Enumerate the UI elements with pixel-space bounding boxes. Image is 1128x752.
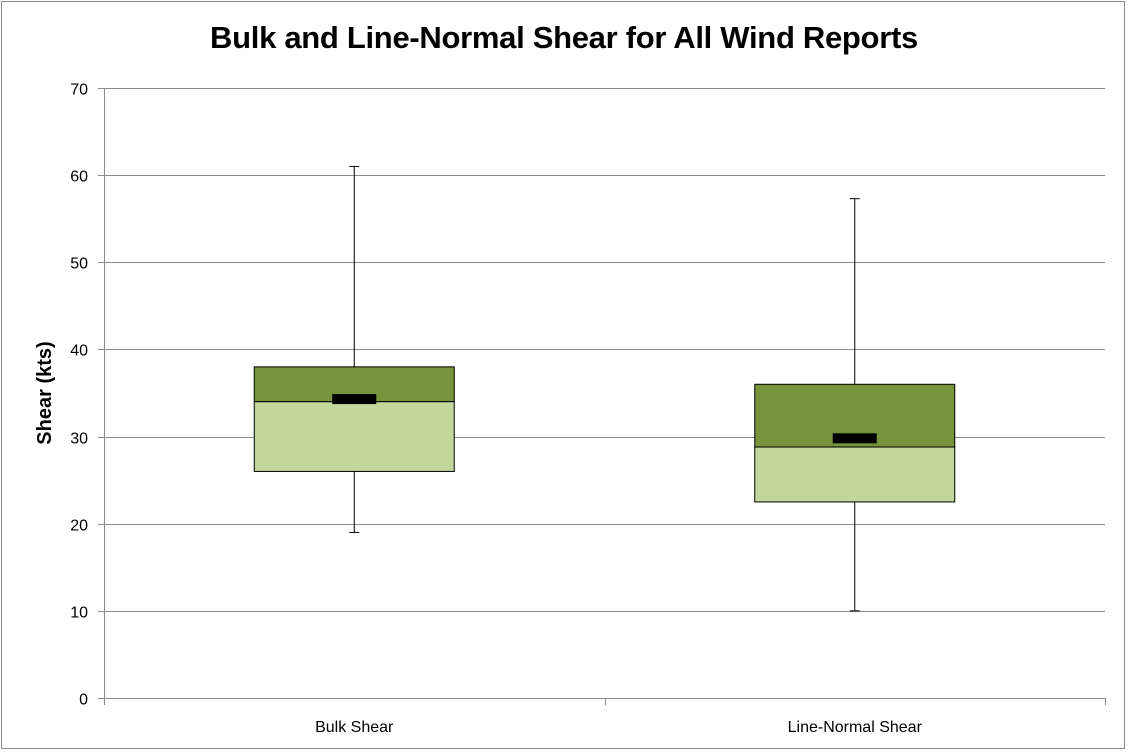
y-tick-label: 70 <box>70 82 88 99</box>
y-axis-label: Shear (kts) <box>34 341 56 444</box>
y-tick-label: 40 <box>70 343 88 360</box>
y-tick-label: 0 <box>79 692 88 709</box>
x-tick-label: Line-Normal Shear <box>788 719 923 736</box>
mean-marker <box>832 433 877 444</box>
box-lower-quartile <box>253 401 455 472</box>
x-tick-label: Bulk Shear <box>315 719 394 736</box>
y-tick-label: 60 <box>70 169 88 186</box>
chart-title: Bulk and Line-Normal Shear for All Wind … <box>210 20 918 55</box>
y-tick-label: 50 <box>70 256 88 273</box>
y-tick-label: 10 <box>70 605 88 622</box>
mean-marker <box>332 394 377 405</box>
y-tick-label: 30 <box>70 431 88 448</box>
box-lower-quartile <box>754 446 956 503</box>
y-tick-label: 20 <box>70 518 88 535</box>
